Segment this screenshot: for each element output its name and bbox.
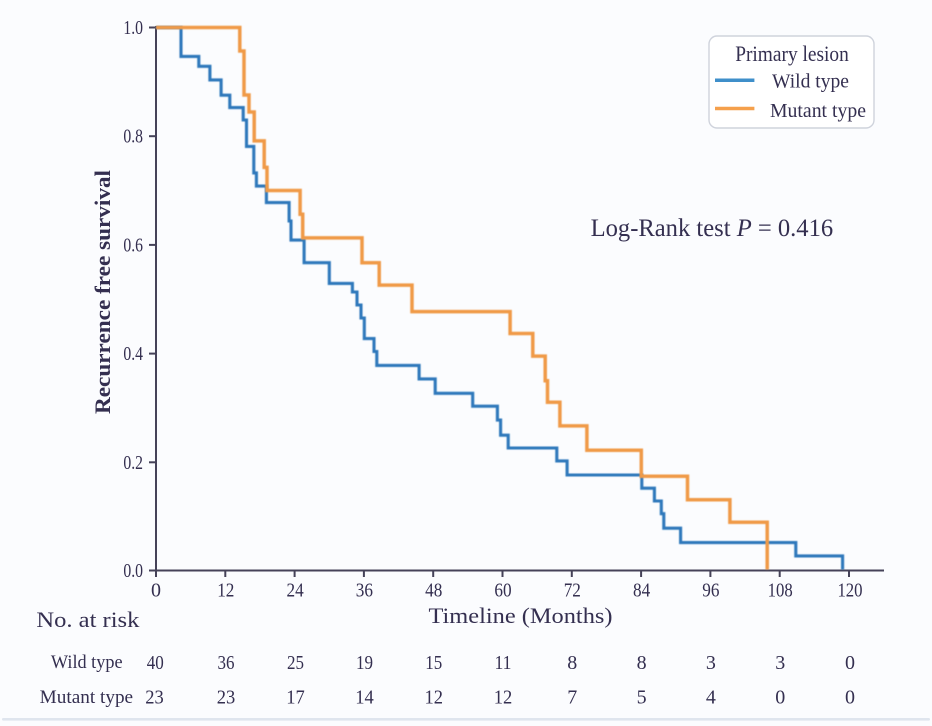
svg-text:Timeline (Months): Timeline (Months) (429, 603, 613, 628)
svg-text:0: 0 (775, 687, 785, 709)
svg-text:60: 60 (494, 580, 511, 602)
svg-text:23: 23 (217, 687, 236, 709)
svg-text:24: 24 (287, 580, 304, 602)
svg-text:Mutant type: Mutant type (770, 100, 866, 122)
svg-text:84: 84 (633, 580, 650, 602)
svg-text:4: 4 (706, 687, 716, 709)
svg-text:Wild type: Wild type (51, 652, 123, 673)
svg-text:Primary lesion: Primary lesion (735, 41, 849, 66)
svg-text:7: 7 (567, 687, 577, 709)
svg-text:15: 15 (425, 652, 442, 674)
svg-text:Log-Rank test P = 0.416: Log-Rank test P = 0.416 (591, 215, 834, 242)
svg-text:48: 48 (425, 580, 442, 602)
svg-text:120: 120 (837, 580, 862, 602)
svg-text:36: 36 (218, 652, 235, 674)
svg-text:17: 17 (286, 687, 305, 709)
svg-text:11: 11 (495, 652, 512, 674)
svg-text:0: 0 (845, 652, 855, 674)
svg-text:0.6: 0.6 (123, 234, 143, 256)
svg-text:36: 36 (356, 580, 373, 602)
svg-text:23: 23 (145, 687, 164, 709)
svg-text:Recurrence free survival: Recurrence free survival (90, 170, 115, 414)
svg-text:3: 3 (775, 652, 785, 674)
svg-text:108: 108 (768, 580, 793, 602)
svg-text:No. at risk: No. at risk (36, 607, 139, 632)
svg-text:1.0: 1.0 (123, 17, 143, 39)
svg-text:8: 8 (567, 652, 577, 674)
svg-text:12: 12 (217, 580, 234, 602)
svg-text:0: 0 (151, 580, 161, 602)
svg-text:12: 12 (494, 687, 513, 709)
svg-text:5: 5 (637, 687, 647, 709)
svg-text:3: 3 (706, 652, 716, 674)
svg-text:19: 19 (356, 652, 373, 674)
svg-text:72: 72 (564, 580, 581, 602)
svg-text:96: 96 (702, 580, 719, 602)
svg-text:0.4: 0.4 (123, 343, 143, 365)
svg-text:8: 8 (637, 652, 647, 674)
svg-text:14: 14 (355, 687, 374, 709)
svg-text:Wild type: Wild type (772, 71, 849, 93)
svg-text:40: 40 (147, 652, 164, 674)
svg-text:0.0: 0.0 (123, 560, 143, 582)
svg-text:Mutant type: Mutant type (40, 687, 133, 708)
svg-text:0: 0 (845, 687, 855, 709)
svg-text:0.2: 0.2 (123, 452, 143, 474)
svg-text:12: 12 (424, 687, 443, 709)
svg-text:25: 25 (287, 652, 304, 674)
svg-text:0.8: 0.8 (123, 126, 143, 148)
